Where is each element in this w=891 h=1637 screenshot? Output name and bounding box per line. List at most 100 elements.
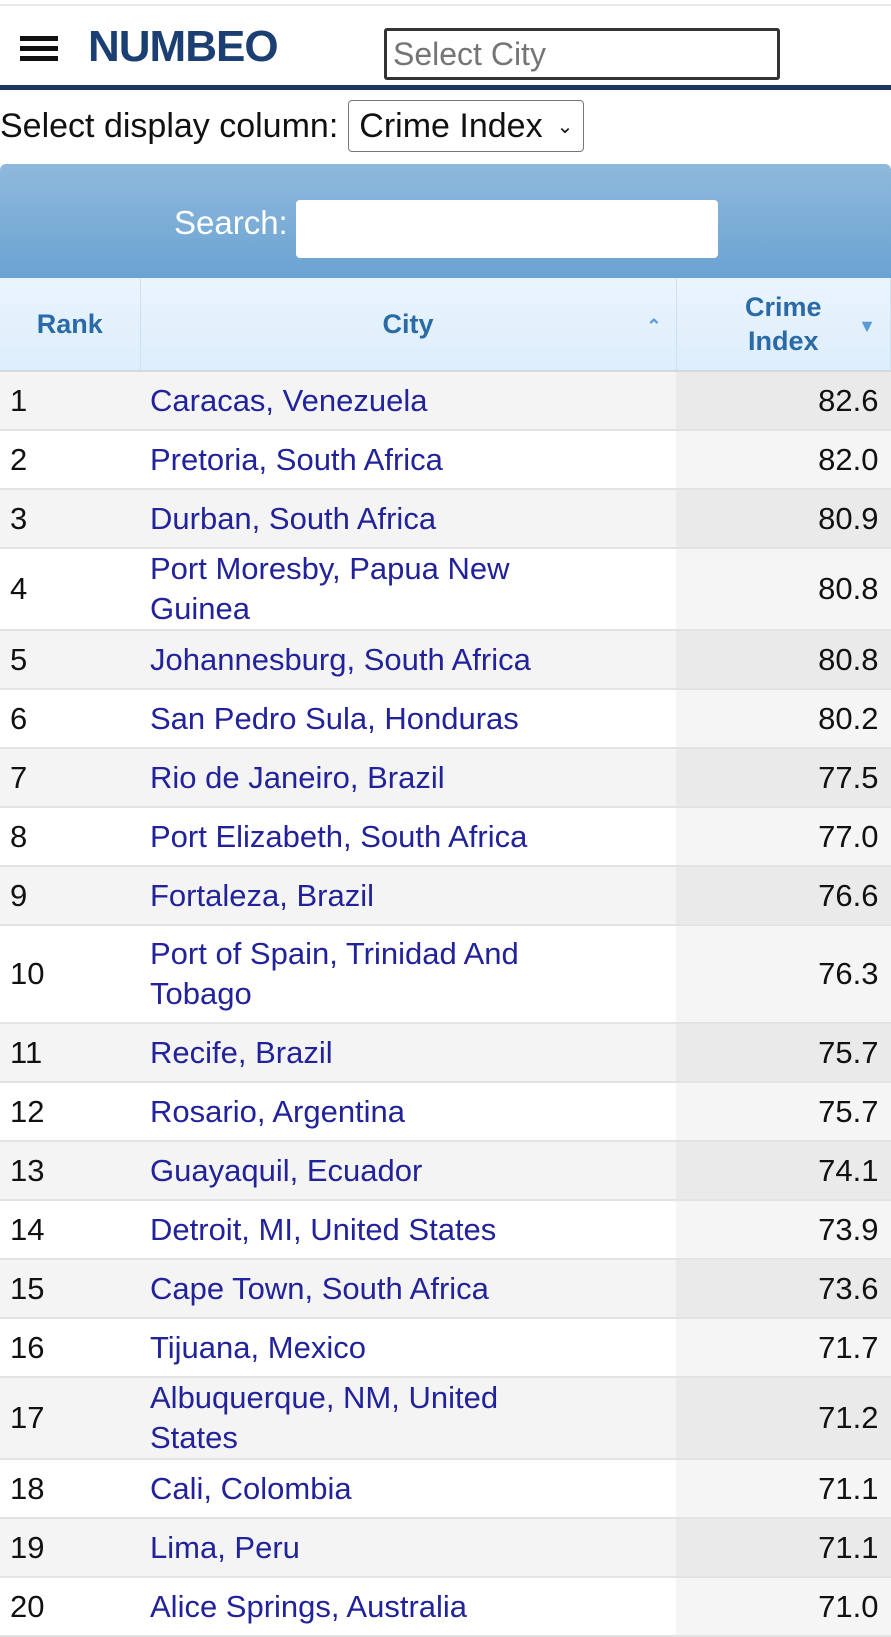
crime-index-cell: 80.8 (676, 630, 891, 690)
crime-index-cell: 75.7 (676, 1082, 891, 1142)
display-column-label: Select display column: (0, 106, 339, 145)
header: NUMBEO (0, 6, 891, 90)
sort-asc-icon: ⌃ (646, 316, 662, 336)
crime-index-cell: 73.9 (676, 1200, 891, 1260)
rank-cell: 19 (0, 1518, 140, 1578)
city-link[interactable]: Johannesburg, South Africa (140, 630, 676, 690)
city-link[interactable]: Fortaleza, Brazil (140, 866, 676, 926)
table-row: 9 Fortaleza, Brazil 76.6 (0, 866, 891, 926)
city-link[interactable]: Cape Town, South Africa (140, 1259, 676, 1319)
sort-desc-icon: ▼ (858, 316, 876, 336)
city-link[interactable]: Albuquerque, NM, United States (140, 1377, 676, 1460)
display-column-selector: Select display column: Crime Index ⌄ (0, 100, 585, 152)
rank-cell: 15 (0, 1259, 140, 1319)
rank-cell: 5 (0, 630, 140, 690)
city-link[interactable]: Detroit, MI, United States (140, 1200, 676, 1260)
table-row: 6 San Pedro Sula, Honduras 80.2 (0, 689, 891, 749)
crime-index-cell: 77.0 (676, 807, 891, 867)
city-link[interactable]: San Pedro Sula, Honduras (140, 689, 676, 749)
crime-index-cell: 71.1 (676, 1518, 891, 1578)
crime-index-cell: 76.3 (676, 925, 891, 1024)
column-header-city[interactable]: City ⌃ (140, 278, 677, 372)
crime-index-cell: 74.1 (676, 1141, 891, 1201)
crime-index-cell: 71.7 (676, 1318, 891, 1378)
crime-index-cell: 77.5 (676, 748, 891, 808)
search-label: Search: (174, 204, 288, 241)
column-header-crime-index[interactable]: Crime Index ▼ (676, 278, 891, 372)
rank-cell: 9 (0, 866, 140, 926)
rank-cell: 4 (0, 548, 140, 631)
rank-cell: 18 (0, 1459, 140, 1519)
table-row: 13 Guayaquil, Ecuador 74.1 (0, 1141, 891, 1201)
crime-index-cell: 80.8 (676, 548, 891, 631)
column-header-rank[interactable]: Rank (0, 278, 141, 372)
hamburger-menu-icon[interactable] (20, 36, 58, 62)
table-row: 10 Port of Spain, Trinidad And Tobago 76.3 (0, 925, 891, 1024)
crime-index-cell: 73.6 (676, 1259, 891, 1319)
crime-index-cell: 80.9 (676, 489, 891, 549)
numbeo-logo[interactable]: NUMBEO (88, 22, 279, 71)
rank-cell: 1 (0, 371, 140, 431)
city-link[interactable]: Rosario, Argentina (140, 1082, 676, 1142)
city-link[interactable]: Port of Spain, Trinidad And Tobago (140, 925, 676, 1024)
rank-cell: 17 (0, 1377, 140, 1460)
city-link[interactable]: Tijuana, Mexico (140, 1318, 676, 1378)
search-input[interactable] (296, 200, 718, 258)
rank-cell: 3 (0, 489, 140, 549)
rank-cell: 20 (0, 1577, 140, 1637)
table-row: 8 Port Elizabeth, South Africa 77.0 (0, 807, 891, 867)
crime-index-cell: 82.6 (676, 371, 891, 431)
table-row: 11 Recife, Brazil 75.7 (0, 1023, 891, 1083)
crime-index-cell: 71.1 (676, 1459, 891, 1519)
table-row: 15 Cape Town, South Africa 73.6 (0, 1259, 891, 1319)
crime-index-cell: 71.0 (676, 1577, 891, 1637)
table-row: 18 Cali, Colombia 71.1 (0, 1459, 891, 1519)
crime-index-cell: 75.7 (676, 1023, 891, 1083)
table-row: 4 Port Moresby, Papua New Guinea 80.8 (0, 548, 891, 631)
city-link[interactable]: Caracas, Venezuela (140, 371, 676, 431)
table-row: 3 Durban, South Africa 80.9 (0, 489, 891, 549)
rank-cell: 16 (0, 1318, 140, 1378)
table-row: 17 Albuquerque, NM, United States 71.2 (0, 1377, 891, 1460)
rank-cell: 8 (0, 807, 140, 867)
select-city-input[interactable] (384, 28, 780, 80)
city-header-label: City (382, 308, 434, 339)
rank-cell: 12 (0, 1082, 140, 1142)
rank-cell: 11 (0, 1023, 140, 1083)
city-link[interactable]: Port Moresby, Papua New Guinea (140, 548, 676, 631)
city-link[interactable]: Recife, Brazil (140, 1023, 676, 1083)
city-link[interactable]: Pretoria, South Africa (140, 430, 676, 490)
display-column-select[interactable]: Crime Index ⌄ (348, 100, 585, 152)
rank-cell: 13 (0, 1141, 140, 1201)
table-row: 2 Pretoria, South Africa 82.0 (0, 430, 891, 490)
rank-header-label: Rank (36, 308, 103, 339)
table-row: 14 Detroit, MI, United States 73.9 (0, 1200, 891, 1260)
table-row: 12 Rosario, Argentina 75.7 (0, 1082, 891, 1142)
crime-index-cell: 82.0 (676, 430, 891, 490)
table-search-bar: Search: (0, 164, 891, 278)
city-link[interactable]: Lima, Peru (140, 1518, 676, 1578)
table-row: 5 Johannesburg, South Africa 80.8 (0, 630, 891, 690)
city-link[interactable]: Alice Springs, Australia (140, 1577, 676, 1637)
rank-cell: 6 (0, 689, 140, 749)
chevron-down-icon: ⌄ (556, 115, 574, 138)
top-border (0, 4, 891, 6)
city-link[interactable]: Port Elizabeth, South Africa (140, 807, 676, 867)
crime-index-cell: 76.6 (676, 866, 891, 926)
table-row: 7 Rio de Janeiro, Brazil 77.5 (0, 748, 891, 808)
rank-cell: 7 (0, 748, 140, 808)
city-link[interactable]: Cali, Colombia (140, 1459, 676, 1519)
crime-header-label: Crime Index (744, 292, 822, 356)
table-row: 19 Lima, Peru 71.1 (0, 1518, 891, 1578)
crime-index-cell: 80.2 (676, 689, 891, 749)
crime-index-cell: 71.2 (676, 1377, 891, 1460)
display-column-value: Crime Index (359, 106, 543, 145)
crime-index-table: Rank City ⌃ Crime Index ▼ 1 Caracas, Venezu… (0, 278, 891, 1637)
rank-cell: 14 (0, 1200, 140, 1260)
city-link[interactable]: Rio de Janeiro, Brazil (140, 748, 676, 808)
table-row: 16 Tijuana, Mexico 71.7 (0, 1318, 891, 1378)
rank-cell: 2 (0, 430, 140, 490)
city-link[interactable]: Durban, South Africa (140, 489, 676, 549)
city-link[interactable]: Guayaquil, Ecuador (140, 1141, 676, 1201)
table-row: 1 Caracas, Venezuela 82.6 (0, 371, 891, 431)
